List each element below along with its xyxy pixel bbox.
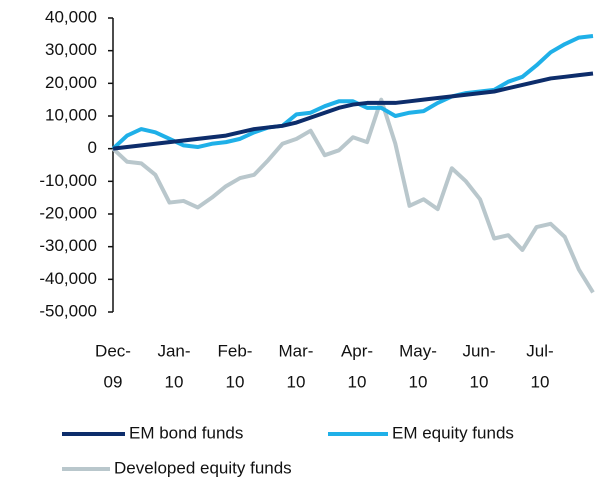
x-tick-label: 10 [470, 372, 489, 391]
x-tick-label: 10 [165, 372, 184, 391]
series-line [111, 33, 594, 151]
x-tick-label: Apr- [341, 341, 373, 360]
x-tick-label: Jun- [462, 341, 495, 360]
y-tick-label: 40,000 [45, 7, 97, 26]
x-tick-label: Jan- [157, 341, 190, 360]
x-tick-label: 10 [409, 372, 428, 391]
x-tick-label: 09 [104, 372, 123, 391]
x-tick-label: 10 [348, 372, 367, 391]
x-tick-label: Feb- [218, 341, 253, 360]
x-tick-label: 10 [226, 372, 245, 391]
y-tick-label: -50,000 [39, 301, 97, 320]
y-tick-label: -30,000 [39, 236, 97, 255]
y-tick-label: -10,000 [39, 171, 97, 190]
y-tick-label: 0 [88, 138, 97, 157]
x-tick-label: 10 [287, 372, 306, 391]
x-tick-label: Mar- [279, 341, 314, 360]
y-tick-label: 20,000 [45, 73, 97, 92]
legend-label: Developed equity funds [114, 458, 292, 477]
series-line [112, 71, 594, 151]
x-tick-label: 10 [531, 372, 550, 391]
x-tick-label: May- [399, 341, 437, 360]
y-tick-label: -20,000 [39, 203, 97, 222]
y-tick-label: 10,000 [45, 105, 97, 124]
legend-label: EM equity funds [392, 423, 514, 442]
y-tick-label: -40,000 [39, 269, 97, 288]
x-tick-label: Jul- [526, 341, 553, 360]
x-tick-label: Dec- [95, 341, 131, 360]
y-tick-label: 30,000 [45, 40, 97, 59]
legend-label: EM bond funds [129, 423, 243, 442]
series-line [111, 97, 595, 294]
